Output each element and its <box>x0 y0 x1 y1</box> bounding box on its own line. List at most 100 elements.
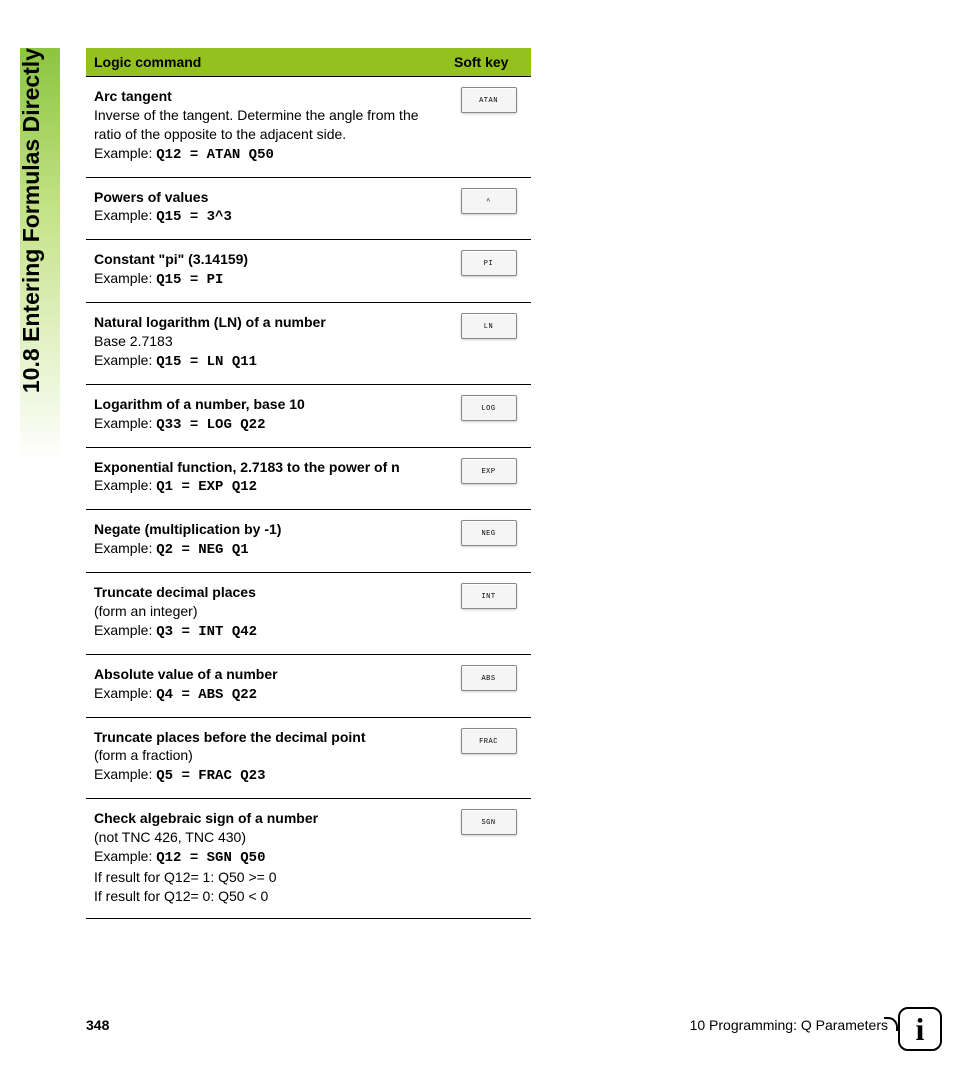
softkey-cell: INT <box>446 573 531 655</box>
command-title: Absolute value of a number <box>94 665 438 684</box>
example-line: Example: Q15 = LN Q11 <box>94 351 438 372</box>
example-line: Example: Q15 = 3^3 <box>94 206 438 227</box>
command-title: Exponential function, 2.7183 to the powe… <box>94 458 438 477</box>
command-title: Powers of values <box>94 188 438 207</box>
softkey-cell: LOG <box>446 384 531 447</box>
table-body: Arc tangentInverse of the tangent. Deter… <box>86 77 531 919</box>
example-line: Example: Q3 = INT Q42 <box>94 621 438 642</box>
table-row: Truncate places before the decimal point… <box>86 717 531 799</box>
info-icon: i <box>898 1007 942 1051</box>
example-label: Example: <box>94 270 156 286</box>
table-row: Logarithm of a number, base 10Example: Q… <box>86 384 531 447</box>
softkey-cell: ^ <box>446 177 531 240</box>
table-row: Constant "pi" (3.14159)Example: Q15 = PI… <box>86 240 531 303</box>
command-cell: Constant "pi" (3.14159)Example: Q15 = PI <box>86 240 446 303</box>
example-label: Example: <box>94 848 156 864</box>
example-label: Example: <box>94 207 156 223</box>
softkey-button[interactable]: NEG <box>461 520 517 546</box>
example-label: Example: <box>94 540 156 556</box>
command-subtitle: (form an integer) <box>94 602 438 621</box>
table-row: Check algebraic sign of a number(not TNC… <box>86 799 531 918</box>
example-line: Example: Q33 = LOG Q22 <box>94 414 438 435</box>
example-code: Q15 = LN Q11 <box>156 354 257 370</box>
example-line: Example: Q5 = FRAC Q23 <box>94 765 438 786</box>
example-code: Q2 = NEG Q1 <box>156 542 248 558</box>
example-line: Example: Q12 = SGN Q50 <box>94 847 438 868</box>
softkey-cell: FRAC <box>446 717 531 799</box>
page-number: 348 <box>86 1017 109 1033</box>
example-line: Example: Q15 = PI <box>94 269 438 290</box>
col-header-softkey: Soft key <box>446 48 531 77</box>
command-title: Truncate decimal places <box>94 583 438 602</box>
softkey-cell: ABS <box>446 654 531 717</box>
command-cell: Powers of valuesExample: Q15 = 3^3 <box>86 177 446 240</box>
example-line: Example: Q4 = ABS Q22 <box>94 684 438 705</box>
softkey-button[interactable]: ABS <box>461 665 517 691</box>
chapter-label: 10 Programming: Q Parameters <box>690 1017 888 1033</box>
command-title: Check algebraic sign of a number <box>94 809 438 828</box>
softkey-cell: EXP <box>446 447 531 510</box>
table-row: Arc tangentInverse of the tangent. Deter… <box>86 77 531 178</box>
command-cell: Check algebraic sign of a number(not TNC… <box>86 799 446 918</box>
example-code: Q15 = PI <box>156 272 223 288</box>
softkey-button[interactable]: LN <box>461 313 517 339</box>
command-title: Constant "pi" (3.14159) <box>94 250 438 269</box>
example-code: Q12 = ATAN Q50 <box>156 147 274 163</box>
logic-command-table: Logic command Soft key Arc tangentInvers… <box>86 48 531 919</box>
softkey-button[interactable]: LOG <box>461 395 517 421</box>
info-lead-arc <box>884 1017 898 1031</box>
table-header-row: Logic command Soft key <box>86 48 531 77</box>
softkey-cell: PI <box>446 240 531 303</box>
softkey-button[interactable]: ^ <box>461 188 517 214</box>
example-label: Example: <box>94 477 156 493</box>
post-line: If result for Q12= 0: Q50 < 0 <box>94 887 438 906</box>
table-row: Absolute value of a numberExample: Q4 = … <box>86 654 531 717</box>
example-label: Example: <box>94 622 156 638</box>
example-label: Example: <box>94 766 156 782</box>
command-cell: Negate (multiplication by -1)Example: Q2… <box>86 510 446 573</box>
command-subtitle: (not TNC 426, TNC 430) <box>94 828 438 847</box>
example-code: Q3 = INT Q42 <box>156 624 257 640</box>
command-title: Natural logarithm (LN) of a number <box>94 313 438 332</box>
softkey-cell: ATAN <box>446 77 531 178</box>
command-title: Arc tangent <box>94 87 438 106</box>
softkey-button[interactable]: SGN <box>461 809 517 835</box>
table-row: Exponential function, 2.7183 to the powe… <box>86 447 531 510</box>
example-code: Q15 = 3^3 <box>156 209 232 225</box>
example-code: Q33 = LOG Q22 <box>156 417 265 433</box>
command-subtitle: Inverse of the tangent. Determine the an… <box>94 106 438 144</box>
command-cell: Truncate decimal places(form an integer)… <box>86 573 446 655</box>
command-cell: Truncate places before the decimal point… <box>86 717 446 799</box>
example-label: Example: <box>94 145 156 161</box>
command-cell: Natural logarithm (LN) of a numberBase 2… <box>86 303 446 385</box>
command-title: Truncate places before the decimal point <box>94 728 438 747</box>
softkey-button[interactable]: INT <box>461 583 517 609</box>
example-code: Q12 = SGN Q50 <box>156 850 265 866</box>
command-cell: Logarithm of a number, base 10Example: Q… <box>86 384 446 447</box>
command-title: Logarithm of a number, base 10 <box>94 395 438 414</box>
section-title: 10.8 Entering Formulas Directly <box>18 48 45 463</box>
softkey-cell: SGN <box>446 799 531 918</box>
softkey-cell: LN <box>446 303 531 385</box>
softkey-button[interactable]: FRAC <box>461 728 517 754</box>
table-row: Negate (multiplication by -1)Example: Q2… <box>86 510 531 573</box>
example-line: Example: Q1 = EXP Q12 <box>94 476 438 497</box>
command-cell: Exponential function, 2.7183 to the powe… <box>86 447 446 510</box>
example-label: Example: <box>94 685 156 701</box>
example-code: Q4 = ABS Q22 <box>156 687 257 703</box>
example-line: Example: Q12 = ATAN Q50 <box>94 144 438 165</box>
example-line: Example: Q2 = NEG Q1 <box>94 539 438 560</box>
example-code: Q1 = EXP Q12 <box>156 479 257 495</box>
command-subtitle: Base 2.7183 <box>94 332 438 351</box>
softkey-button[interactable]: PI <box>461 250 517 276</box>
command-cell: Arc tangentInverse of the tangent. Deter… <box>86 77 446 178</box>
table-row: Natural logarithm (LN) of a numberBase 2… <box>86 303 531 385</box>
example-label: Example: <box>94 352 156 368</box>
command-cell: Absolute value of a numberExample: Q4 = … <box>86 654 446 717</box>
softkey-button[interactable]: EXP <box>461 458 517 484</box>
softkey-button[interactable]: ATAN <box>461 87 517 113</box>
info-glyph: i <box>916 1013 925 1045</box>
softkey-cell: NEG <box>446 510 531 573</box>
table-row: Powers of valuesExample: Q15 = 3^3 ^ <box>86 177 531 240</box>
example-label: Example: <box>94 415 156 431</box>
